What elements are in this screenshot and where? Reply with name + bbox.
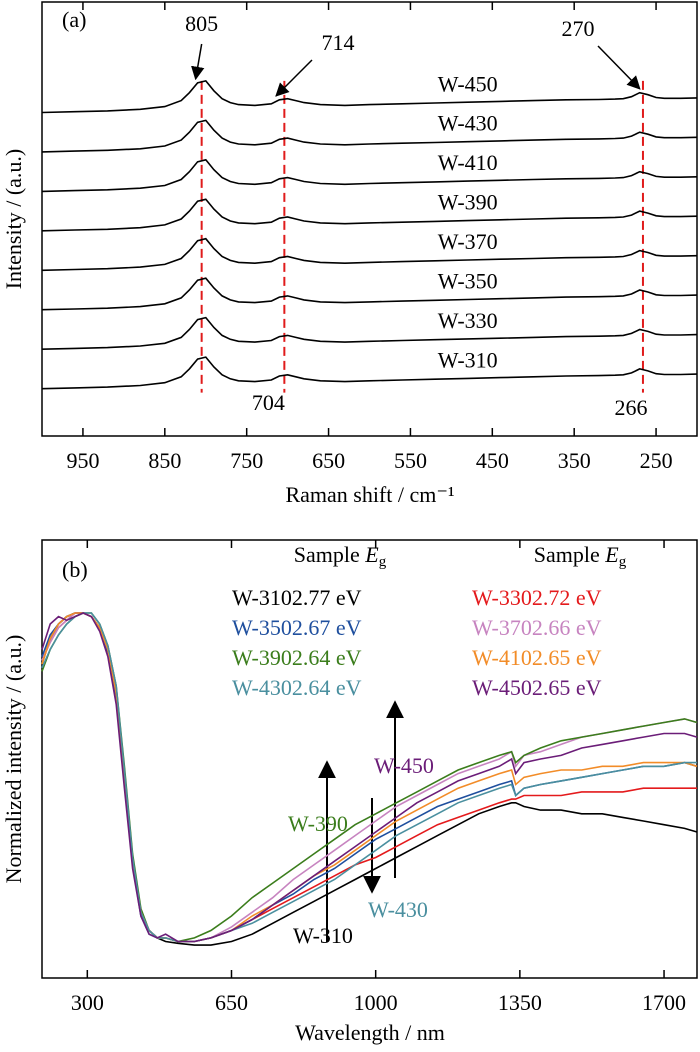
legend-title-text: Sample [534, 542, 606, 567]
y-axis-title: Normalized intensity / (a.u.) [1, 635, 26, 884]
legend-entry: W-3102.77 eV [232, 585, 362, 610]
legend-eg: 2.64 eV [292, 645, 362, 670]
y-axis-title: Intensity / (a.u.) [1, 149, 26, 290]
series-label: W-450 [438, 71, 498, 96]
x-tick-label: 1000 [354, 990, 398, 1015]
annotation-arrows [318, 700, 404, 942]
x-tick-label: 850 [148, 448, 181, 473]
legend-entry: W-3902.64 eV [232, 645, 362, 670]
series-label: W-310 [438, 347, 498, 372]
annotation: W-450 [374, 753, 434, 778]
legend-entry: W-3702.66 eV [472, 615, 602, 640]
annotation: 270 [562, 16, 595, 41]
annotation-arrow [597, 45, 641, 90]
annotation: W-390 [288, 811, 348, 836]
legend-name: W-430 [232, 675, 292, 700]
legend-name: W-350 [232, 615, 292, 640]
legend-eg: 2.64 eV [292, 675, 362, 700]
legend-title-subscript: g [379, 554, 387, 570]
legend-title-subscript: g [619, 554, 627, 570]
series-label: W-370 [438, 229, 498, 254]
series-label: W-430 [438, 111, 498, 136]
series-label: W-350 [438, 269, 498, 294]
series-line [41, 356, 698, 390]
legend-title: Sample Eg [534, 542, 627, 570]
legend-title-symbol: E [604, 542, 619, 567]
legend-name: W-390 [232, 645, 292, 670]
series-label: W-410 [438, 150, 498, 175]
legend-eg: 2.67 eV [292, 615, 362, 640]
series-line [41, 198, 698, 232]
x-tick-label: 650 [215, 990, 248, 1015]
annotation: W-310 [293, 923, 353, 948]
legend-eg: 2.77 eV [292, 585, 362, 610]
x-tick-label: 250 [640, 448, 673, 473]
plot-frame [41, 1, 698, 437]
legend-eg: 2.72 eV [532, 585, 602, 610]
series-line [41, 158, 698, 193]
legend-entry: W-4502.65 eV [472, 675, 602, 700]
legend-entry: W-3302.72 eV [472, 585, 602, 610]
legend-entry: W-4102.65 eV [472, 645, 602, 670]
plot-frame [41, 539, 698, 979]
annotation: W-430 [368, 897, 428, 922]
x-axis-title: Raman shift / cm⁻¹ [285, 482, 454, 507]
panel-label: (b) [62, 557, 88, 582]
series-line [41, 316, 698, 350]
x-tick-label: 300 [71, 990, 104, 1015]
x-tick-label: 750 [230, 448, 263, 473]
legend-title-text: Sample [294, 542, 366, 567]
series-line [41, 80, 698, 114]
legend-name: W-330 [472, 585, 532, 610]
annotation: 704 [252, 390, 285, 415]
legend-entry: W-4302.64 eV [232, 675, 362, 700]
x-tick-label: 350 [558, 448, 591, 473]
legend-title: Sample Eg [294, 542, 387, 570]
series-line [41, 612, 698, 943]
x-tick-label: 1350 [498, 990, 542, 1015]
x-tick-label: 1700 [642, 990, 686, 1015]
legend-name: W-410 [472, 645, 532, 670]
annotation: 266 [614, 395, 647, 420]
annotation: 714 [322, 30, 355, 55]
legend-name: W-450 [472, 675, 532, 700]
series-line [41, 277, 698, 311]
series-label: W-330 [438, 308, 498, 333]
annotation-arrow [275, 59, 313, 97]
legend-name: W-310 [232, 585, 292, 610]
annotation-arrow [191, 43, 205, 81]
x-axis-title: Wavelength / nm [295, 1020, 445, 1045]
series-line [41, 237, 698, 272]
legend-eg: 2.65 eV [532, 645, 602, 670]
legend-entry: W-3502.67 eV [232, 615, 362, 640]
annotation: 805 [185, 11, 218, 36]
x-tick-label: 450 [476, 448, 509, 473]
panel-label: (a) [62, 7, 86, 32]
legend-eg: 2.66 eV [532, 615, 602, 640]
legend-name: W-370 [472, 615, 532, 640]
legend-title-symbol: E [364, 542, 379, 567]
x-tick-label: 950 [66, 448, 99, 473]
legend-eg: 2.65 eV [532, 675, 602, 700]
x-tick-label: 550 [394, 448, 427, 473]
x-tick-label: 650 [312, 448, 345, 473]
series-line [41, 612, 697, 943]
series-label: W-390 [438, 190, 498, 215]
series-line [41, 119, 698, 153]
